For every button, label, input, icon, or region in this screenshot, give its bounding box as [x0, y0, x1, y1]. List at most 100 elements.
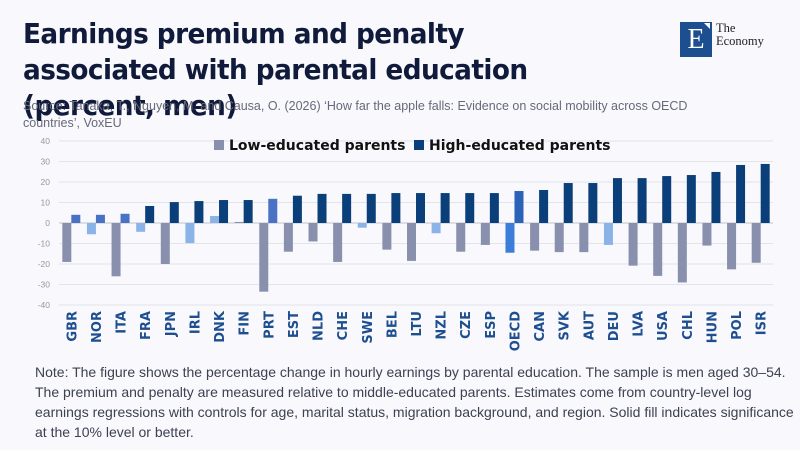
bar-low-hun [702, 223, 712, 246]
legend-swatch-high [414, 140, 424, 150]
bar-low-can [530, 223, 540, 251]
bar-high-esp [489, 193, 499, 223]
legend-label-low: Low-educated parents [229, 138, 405, 154]
bar-low-nzl [431, 223, 441, 234]
bar-high-cze [465, 193, 475, 223]
logo-line-2: Economy [716, 34, 764, 48]
bar-high-pol [736, 164, 746, 223]
source-text: Source: Tanaka, T., Nguyen, M. and Causa… [23, 99, 688, 130]
bar-high-est [292, 195, 302, 223]
bar-high-gbr [71, 214, 81, 223]
bar-low-jpn [160, 223, 170, 264]
bar-low-chl [677, 223, 687, 283]
x-tick-label: DNK [213, 310, 228, 343]
x-tick-label: LVA [632, 311, 647, 337]
bar-high-che [342, 193, 352, 223]
bar-low-ltu [407, 223, 416, 261]
x-tick-label: JPN [164, 311, 179, 337]
the-economy-logo: E The Economy [680, 22, 764, 57]
x-tick-label: EST [287, 311, 302, 338]
legend: Low-educated parents High-educated paren… [214, 138, 611, 154]
x-tick-label: LTU [410, 311, 425, 337]
x-axis-labels: GBR NOR ITA FRA JPN IRL DNK FIN PRT EST NLD CHE SWE B… [65, 310, 769, 351]
bar-high-fin [243, 200, 253, 223]
x-tick-label: NLD [312, 311, 327, 341]
chart-title: Earnings premium and penalty associated … [23, 17, 528, 122]
y-tick-label: -10 [38, 239, 51, 249]
bar-high-nor [95, 214, 105, 223]
bar-low-dnk [210, 216, 220, 223]
bar-high-nld [317, 193, 327, 223]
y-tick-label: -40 [38, 300, 51, 310]
x-tick-label: HUN [705, 311, 720, 343]
x-tick-label: USA [656, 311, 671, 341]
x-tick-label: NZL [435, 311, 450, 340]
note-text: Note: The figure shows the percentage ch… [35, 364, 794, 440]
x-tick-label: PRT [262, 311, 277, 339]
bar-low-prt [259, 223, 269, 292]
bar-high-svk [563, 183, 573, 223]
y-axis-ticks: 40 30 20 10 0 -10 -20 -30 -40 [38, 136, 51, 310]
bar-low-swe [357, 223, 367, 228]
x-tick-label: NOR [90, 311, 105, 343]
x-tick-label: ITA [115, 311, 130, 334]
y-tick-label: -30 [38, 280, 51, 290]
x-tick-label: BEL [385, 311, 400, 338]
x-tick-label: DEU [607, 311, 622, 341]
bar-low-che [333, 223, 343, 262]
bar-high-deu [612, 178, 622, 223]
bar-low-usa [653, 223, 663, 276]
x-tick-label: GBR [65, 311, 80, 342]
bar-low-irl [185, 223, 195, 244]
bar-low-deu [603, 223, 613, 245]
logo-line-1: The [716, 21, 736, 35]
bar-low-fra [136, 223, 146, 232]
bar-high-ita [120, 213, 130, 223]
bar-chart: 40 30 20 10 0 -10 -20 -30 -40 GBR NOR ITA FRA JPN IRL… [38, 136, 773, 351]
bar-high-nzl [440, 193, 450, 223]
bar-low-bel [382, 223, 392, 250]
bar-high-fra [145, 205, 155, 223]
bar-high-lva [637, 178, 647, 223]
bar-high-swe [366, 193, 376, 223]
x-tick-label: ESP [484, 311, 499, 339]
bar-low-ita [111, 223, 121, 277]
bar-high-dnk [219, 200, 229, 223]
bar-low-svk [554, 223, 564, 253]
x-tick-label: POL [730, 311, 745, 340]
bar-low-lva [628, 223, 638, 266]
x-tick-label: CAN [533, 311, 548, 341]
bar-high-hun [711, 171, 721, 223]
bar-high-oecd [514, 191, 524, 223]
logo-e-icon: E [680, 22, 712, 57]
y-tick-label: 10 [41, 198, 51, 208]
bar-low-gbr [62, 223, 72, 262]
bar-high-irl [194, 201, 204, 223]
bar-low-est [283, 223, 293, 252]
bar-low-nor [86, 223, 96, 235]
bar-high-bel [391, 193, 401, 223]
bar-high-prt [268, 198, 278, 223]
bar-low-oecd [505, 223, 515, 253]
bar-low-isr [751, 223, 761, 263]
x-tick-label: OECD [508, 311, 523, 351]
x-tick-label: CHL [681, 311, 696, 340]
bar-high-chl [686, 175, 696, 223]
x-tick-label: SVK [558, 310, 573, 340]
x-tick-label: CZE [459, 311, 474, 339]
legend-label-high: High-educated parents [429, 138, 611, 154]
bar-high-jpn [169, 202, 179, 223]
y-tick-label: 40 [41, 136, 51, 146]
legend-swatch-low [214, 140, 224, 150]
y-tick-label: -20 [38, 259, 51, 269]
y-tick-label: 0 [45, 218, 50, 228]
bar-high-aut [588, 183, 598, 223]
bars [62, 163, 770, 292]
x-tick-label: IRL [188, 311, 203, 334]
bar-high-can [539, 189, 549, 223]
x-tick-label: ISR [755, 311, 770, 335]
x-tick-label: FRA [139, 311, 154, 340]
bar-high-usa [662, 176, 672, 223]
y-tick-label: 20 [41, 177, 51, 187]
x-tick-label: AUT [582, 311, 597, 340]
